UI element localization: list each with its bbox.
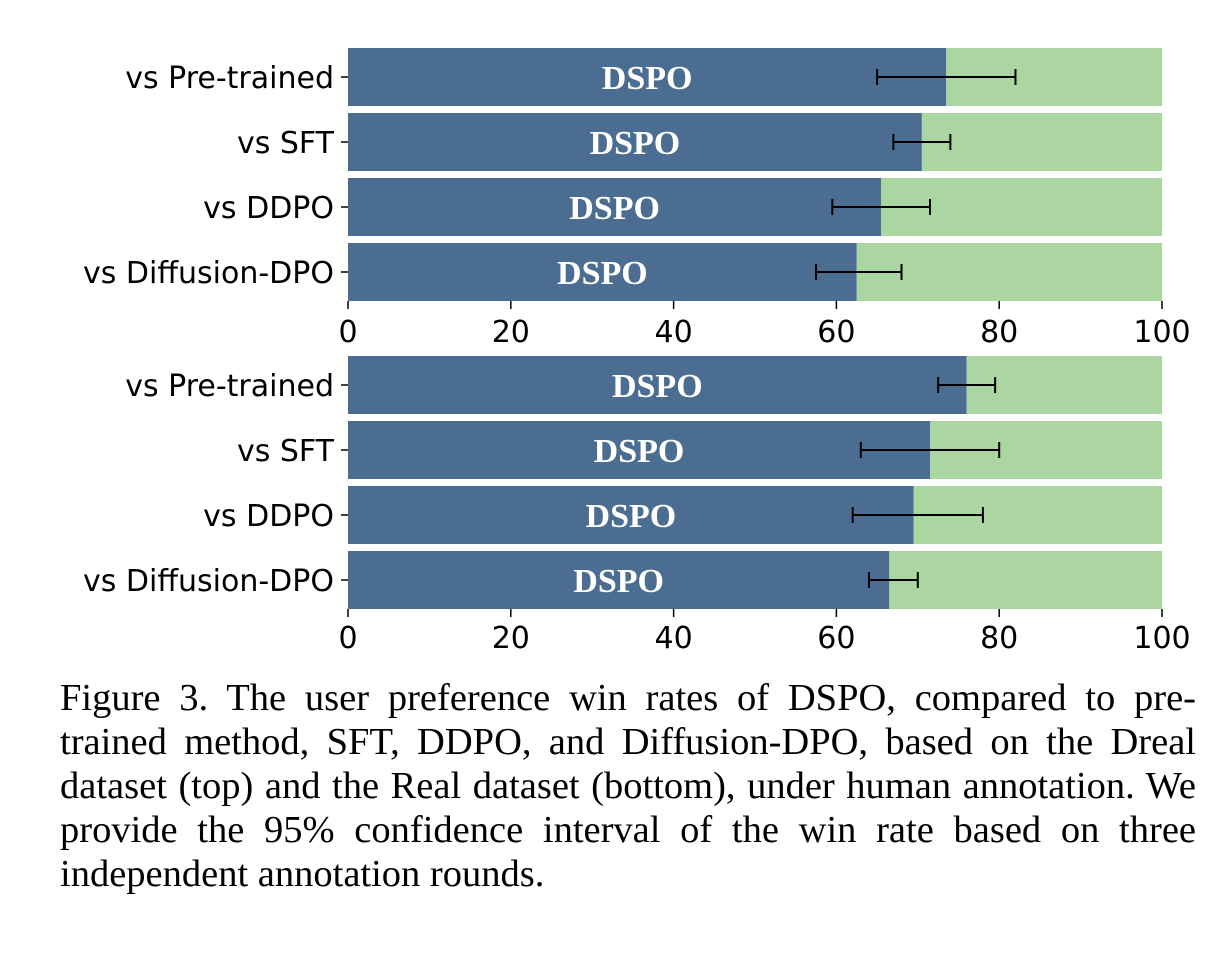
x-tick-label: 40 (655, 315, 693, 350)
x-tick-label: 20 (492, 621, 530, 656)
chart-panel-bottom: DSPO vs Pre-trained DSPO vs SFT DSPO vs DDPO D… (83, 356, 1191, 656)
error-bar (937, 377, 997, 393)
bar-label: DSPO (612, 368, 703, 405)
x-tick-label: 60 (817, 315, 855, 350)
x-tick-label: 0 (338, 315, 357, 350)
bar-opponent (889, 551, 1162, 609)
category-label: vs Diffusion-DPO (83, 256, 334, 291)
bar-dspo (348, 421, 931, 479)
error-bar (851, 507, 984, 523)
error-bar (859, 442, 1001, 458)
bar-label: DSPO (557, 255, 648, 292)
figure-chart: DSPO vs Pre-trained DSPO vs SFT DSPO vs DDPO D… (83, 48, 1191, 656)
bar-dspo (348, 48, 947, 106)
bar-opponent (856, 243, 1162, 301)
category-label: vs Diffusion-DPO (83, 564, 334, 599)
bar-dspo (348, 178, 882, 236)
bar-label: DSPO (573, 563, 664, 600)
x-tick-label: 0 (338, 621, 357, 656)
bar-dspo (348, 356, 967, 414)
x-tick-label: 80 (980, 621, 1018, 656)
bar-dspo (348, 243, 857, 301)
bar-dspo (348, 113, 922, 171)
chart-panel-top: DSPO vs Pre-trained DSPO vs SFT DSPO vs DDPO D… (83, 48, 1191, 350)
error-bar (815, 264, 903, 280)
category-label: vs DDPO (203, 499, 334, 534)
category-label: vs SFT (237, 126, 335, 161)
x-tick-label: 80 (980, 315, 1018, 350)
bar-opponent (921, 113, 1162, 171)
category-label: vs DDPO (203, 191, 334, 226)
error-bar (867, 572, 919, 588)
bar-dspo (348, 486, 914, 544)
bar-dspo (348, 551, 890, 609)
bar-label: DSPO (594, 433, 685, 470)
x-tick-label: 100 (1133, 621, 1190, 656)
x-tick-label: 20 (492, 315, 530, 350)
error-bar (831, 199, 932, 215)
category-label: vs Pre-trained (125, 61, 334, 96)
x-tick-label: 60 (817, 621, 855, 656)
bar-label: DSPO (590, 125, 681, 162)
bar-label: DSPO (602, 60, 693, 97)
category-label: vs Pre-trained (125, 369, 334, 404)
bar-label: DSPO (569, 190, 660, 227)
figure-caption: Figure 3. The user preference win rates … (60, 677, 1196, 895)
error-bar (892, 134, 952, 150)
x-tick-label: 40 (655, 621, 693, 656)
category-label: vs SFT (237, 434, 335, 469)
bar-opponent (966, 356, 1162, 414)
error-bar (876, 69, 1017, 85)
bar-label: DSPO (586, 498, 677, 535)
x-tick-label: 100 (1133, 315, 1190, 350)
